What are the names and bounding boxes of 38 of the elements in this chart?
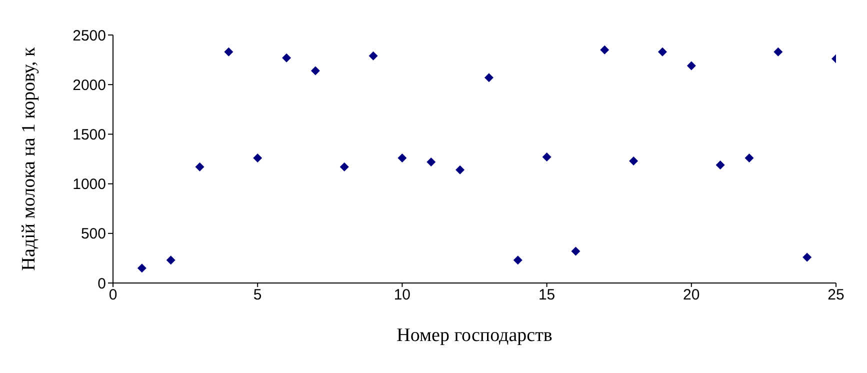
point: [282, 53, 292, 62]
y-tick-label: 2000: [72, 76, 106, 94]
point: [484, 73, 494, 82]
y-tick-label: 1500: [72, 126, 106, 144]
point: [716, 160, 725, 170]
x-tick-label: 0: [108, 286, 118, 304]
point: [629, 156, 638, 166]
x-axis-title: Номер господарств: [396, 325, 552, 346]
x-tick-label: 20: [683, 286, 700, 304]
y-tick-label: 1000: [72, 176, 106, 194]
point: [456, 165, 465, 174]
point: [571, 246, 580, 256]
point: [340, 162, 349, 172]
x-tick-label: 25: [828, 286, 844, 304]
y-tick-label: 500: [80, 226, 106, 243]
y-tick-label: 0: [98, 275, 106, 292]
point: [426, 157, 436, 166]
x-tick-label: 10: [394, 286, 411, 304]
point: [368, 51, 378, 60]
point: [310, 66, 320, 76]
point: [600, 45, 610, 54]
point: [195, 162, 204, 172]
point: [658, 47, 667, 56]
point: [542, 152, 552, 162]
point: [774, 47, 783, 56]
x-tick-label: 15: [538, 286, 556, 304]
y-tick-label: 2500: [72, 27, 106, 44]
y-axis-title: Надій молока на 1 корову, к: [18, 46, 40, 271]
x-tick-label: 5: [253, 286, 262, 304]
point: [513, 256, 522, 265]
point: [224, 47, 234, 56]
point: [398, 154, 407, 163]
point: [137, 264, 146, 273]
point: [686, 61, 696, 70]
point: [166, 256, 176, 265]
point: [253, 154, 262, 163]
point: [802, 252, 812, 262]
point: [744, 154, 754, 163]
